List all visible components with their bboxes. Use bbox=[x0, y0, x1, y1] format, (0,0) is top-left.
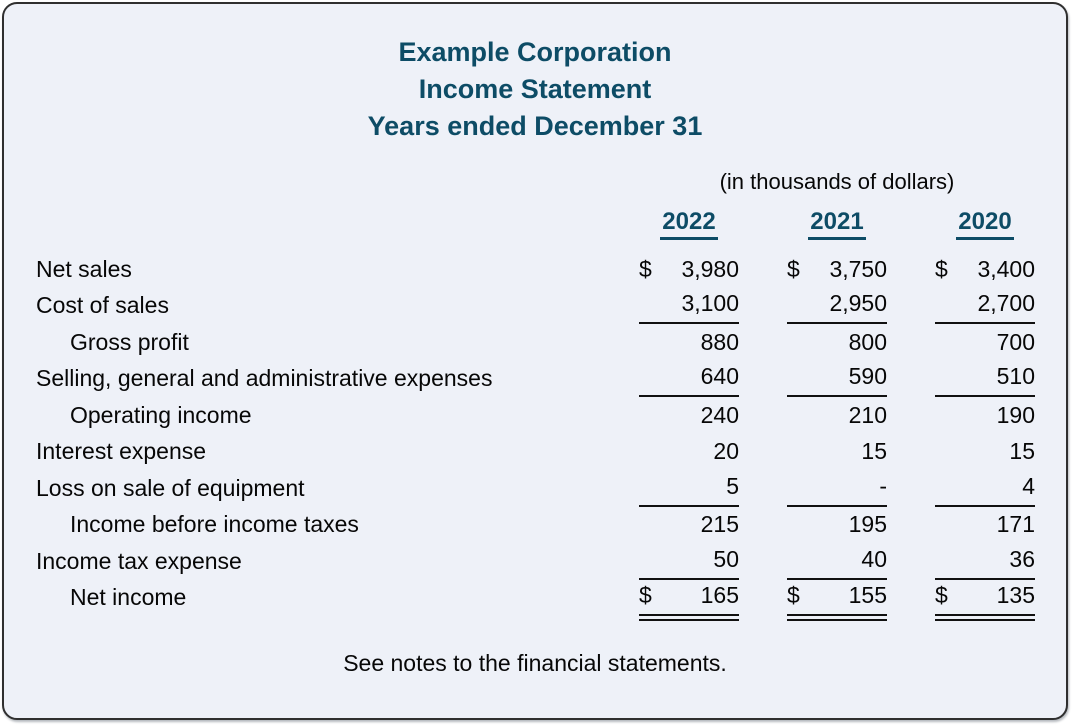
statement-rows: Net sales $3,980 $3,750 $3,400 Cost of s… bbox=[4, 251, 1066, 621]
cell-value: 3,400 bbox=[977, 255, 1035, 282]
row-label: Interest expense bbox=[36, 438, 207, 464]
cell-2022: 50 bbox=[639, 546, 739, 580]
cell-2022: $165 bbox=[639, 582, 739, 621]
cell-2021: 590 bbox=[787, 363, 887, 397]
cell-value: 165 bbox=[700, 582, 739, 608]
table-row-cost-of-sales: Cost of sales 3,100 2,950 2,700 bbox=[4, 288, 1066, 324]
cell-2021: 40 bbox=[787, 546, 887, 580]
cell-value: 3,750 bbox=[829, 255, 887, 282]
row-label: Operating income bbox=[70, 401, 252, 428]
table-row-net-income: Net income $165 $155 $135 bbox=[4, 580, 1066, 621]
row-label: Net sales bbox=[36, 255, 132, 282]
dollar-sign: $ bbox=[639, 255, 652, 282]
cell-2022: 5 bbox=[639, 473, 739, 507]
cell-2021: - bbox=[787, 473, 887, 507]
year-header-2021: 2021 bbox=[787, 208, 887, 240]
table-row-loss-on-sale: Loss on sale of equipment 5 - 4 bbox=[4, 470, 1066, 507]
period-covered: Years ended December 31 bbox=[367, 111, 703, 141]
row-label: Income tax expense bbox=[36, 547, 242, 574]
row-label: Cost of sales bbox=[36, 292, 169, 318]
cell-value: 135 bbox=[996, 582, 1035, 608]
cell-value: 3,980 bbox=[681, 255, 739, 282]
table-row-sga-expenses: Selling, general and administrative expe… bbox=[4, 361, 1066, 397]
cell-2020: $3,400 bbox=[935, 256, 1035, 288]
cell-2021: 15 bbox=[861, 438, 887, 464]
cell-2022: 3,100 bbox=[639, 290, 739, 324]
table-row-income-tax-expense: Income tax expense 50 40 36 bbox=[4, 543, 1066, 580]
dollar-sign: $ bbox=[787, 255, 800, 282]
row-label: Gross profit bbox=[70, 328, 189, 355]
row-label: Income before income taxes bbox=[70, 511, 359, 537]
cell-2020: 4 bbox=[935, 473, 1035, 507]
cell-2022: $3,980 bbox=[639, 256, 739, 288]
row-label: Net income bbox=[70, 584, 187, 610]
cell-2022: 240 bbox=[700, 401, 739, 428]
dollar-sign: $ bbox=[787, 582, 800, 608]
table-row-operating-income: Operating income 240 210 190 bbox=[4, 397, 1066, 434]
cell-value: 155 bbox=[848, 582, 887, 608]
year-header-spacer bbox=[36, 208, 591, 240]
dollar-sign: $ bbox=[639, 582, 652, 608]
cell-2021: $155 bbox=[787, 582, 887, 621]
cell-2020: 700 bbox=[996, 328, 1035, 355]
row-label: Loss on sale of equipment bbox=[36, 474, 305, 501]
cell-2020: 15 bbox=[1009, 438, 1035, 464]
cell-2020: 36 bbox=[935, 546, 1035, 580]
table-row-gross-profit: Gross profit 880 800 700 bbox=[4, 324, 1066, 361]
units-note: (in thousands of dollars) bbox=[719, 169, 955, 194]
cell-2022: 640 bbox=[639, 363, 739, 397]
row-label: Selling, general and administrative expe… bbox=[36, 365, 493, 391]
cell-2020: $135 bbox=[935, 582, 1035, 621]
cell-2021: 2,950 bbox=[787, 290, 887, 324]
cell-2020: 171 bbox=[996, 511, 1035, 537]
cell-2020: 190 bbox=[996, 401, 1035, 428]
footer-note: See notes to the financial statements. bbox=[343, 650, 727, 676]
table-row-income-before-taxes: Income before income taxes 215 195 171 bbox=[4, 507, 1066, 544]
company-name: Example Corporation bbox=[398, 37, 672, 67]
cell-2021: 210 bbox=[848, 401, 887, 428]
cell-2021: $3,750 bbox=[787, 256, 887, 288]
statement-type: Income Statement bbox=[418, 74, 652, 104]
cell-2020: 510 bbox=[935, 363, 1035, 397]
year-header-2022: 2022 bbox=[639, 208, 739, 240]
units-row: (in thousands of dollars) bbox=[4, 169, 1066, 195]
year-header-row: 2022 2021 2020 bbox=[4, 208, 1066, 240]
table-row-net-sales: Net sales $3,980 $3,750 $3,400 bbox=[4, 251, 1066, 288]
dollar-sign: $ bbox=[935, 582, 948, 608]
cell-2022: 215 bbox=[700, 511, 739, 537]
year-header-2020: 2020 bbox=[935, 208, 1035, 240]
cell-2020: 2,700 bbox=[935, 290, 1035, 324]
cell-2021: 195 bbox=[848, 511, 887, 537]
table-row-interest-expense: Interest expense 20 15 15 bbox=[4, 434, 1066, 471]
cell-2021: 800 bbox=[848, 328, 887, 355]
cell-2022: 20 bbox=[713, 438, 739, 464]
statement-title: Example Corporation Income Statement Yea… bbox=[4, 34, 1066, 145]
cell-2022: 880 bbox=[700, 328, 739, 355]
dollar-sign: $ bbox=[935, 255, 948, 282]
